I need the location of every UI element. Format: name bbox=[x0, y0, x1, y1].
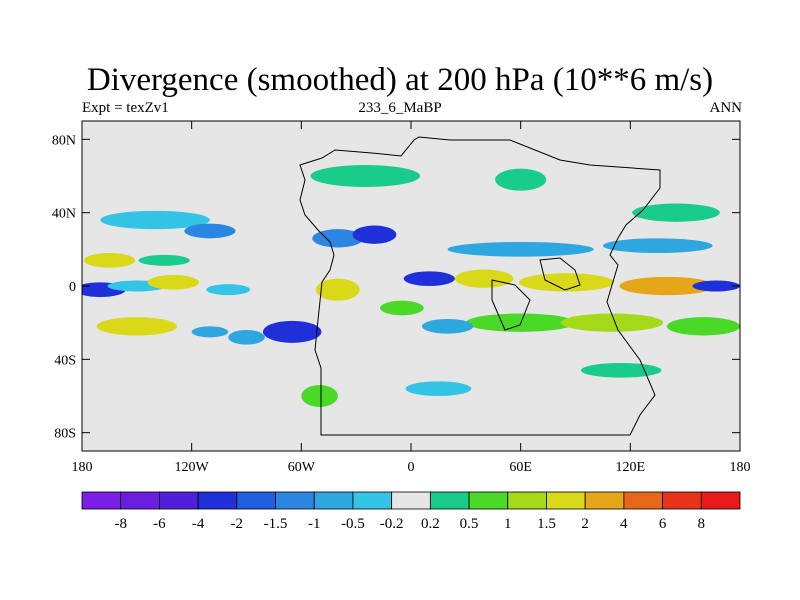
contour-cell-14 bbox=[403, 271, 455, 286]
contour-cell-32 bbox=[580, 363, 662, 378]
colorbar-label-9: 0.5 bbox=[460, 516, 479, 532]
experiment-label: Expt = texZv1 bbox=[82, 100, 169, 116]
x-tick-label-2: 60W bbox=[288, 460, 316, 475]
y-tick-label-2: 0 bbox=[69, 280, 76, 295]
colorbar-label-8: 0.2 bbox=[421, 516, 440, 532]
colorbar-swatch-0 bbox=[81, 491, 122, 510]
colorbar-label-1: -6 bbox=[153, 516, 166, 532]
season-label: ANN bbox=[709, 100, 743, 116]
contour-cell-5 bbox=[100, 210, 210, 230]
contour-cell-26 bbox=[421, 319, 474, 334]
x-tick-label-3: 0 bbox=[408, 460, 415, 475]
contour-cell-11 bbox=[228, 330, 265, 345]
colorbar-label-0: -8 bbox=[114, 516, 127, 532]
case-label: 233_6_MaBP bbox=[358, 100, 442, 116]
colorbar-swatch-10 bbox=[468, 491, 509, 510]
contour-cell-2 bbox=[147, 275, 199, 290]
colorbar-swatch-8 bbox=[391, 491, 431, 510]
contour-cell-19 bbox=[619, 276, 715, 296]
colorbar-swatch-7 bbox=[352, 491, 393, 510]
colorbar-label-4: -1.5 bbox=[264, 516, 288, 532]
contour-cell-25 bbox=[666, 317, 740, 336]
colorbar-swatch-11 bbox=[507, 491, 547, 510]
colorbar-label-12: 2 bbox=[581, 516, 589, 532]
colorbar-swatch-12 bbox=[546, 491, 586, 510]
colorbar-swatch-15 bbox=[662, 491, 702, 510]
contour-cell-27 bbox=[310, 165, 421, 187]
contour-cell-16 bbox=[379, 300, 424, 316]
colorbar-label-11: 1.5 bbox=[537, 516, 556, 532]
colorbar-swatch-6 bbox=[313, 491, 354, 510]
colorbar-swatch-5 bbox=[275, 491, 315, 510]
y-tick-label-4: 80S bbox=[54, 427, 76, 442]
colorbar-label-2: -4 bbox=[192, 516, 205, 532]
x-tick-label-5: 120E bbox=[616, 460, 646, 475]
contour-cell-8 bbox=[96, 317, 178, 336]
colorbar-label-3: -2 bbox=[231, 516, 244, 532]
continent-outline bbox=[299, 136, 661, 436]
x-tick-label-6: 180 bbox=[730, 460, 751, 475]
contour-cell-30 bbox=[301, 385, 338, 407]
colorbar: -8 -6 -4 -2 -1.5 -1 -0.5 -0.2 0.2 0.5 1 1.5 2 4 6 8 bbox=[81, 491, 741, 532]
contour-cell-31 bbox=[405, 381, 472, 396]
contour-cell-10 bbox=[262, 320, 322, 343]
colorbar-label-14: 6 bbox=[659, 516, 667, 532]
contour-cell-9 bbox=[191, 326, 229, 338]
colorbar-swatch-3 bbox=[197, 491, 238, 510]
colorbar-label-6: -0.5 bbox=[341, 516, 365, 532]
colorbar-swatch-2 bbox=[159, 491, 199, 510]
y-tick-label-0: 80N bbox=[52, 133, 76, 148]
x-tick-label-4: 60E bbox=[509, 460, 532, 475]
colorbar-swatch-1 bbox=[120, 491, 160, 510]
contour-cell-18 bbox=[518, 273, 614, 292]
colorbar-swatch-14 bbox=[623, 491, 663, 510]
colorbar-label-13: 4 bbox=[620, 516, 628, 532]
colorbar-label-5: -1 bbox=[308, 516, 321, 532]
colorbar-label-10: 1 bbox=[504, 516, 512, 532]
y-tick-label-1: 40N bbox=[52, 207, 76, 222]
colorbar-swatch-9 bbox=[429, 491, 470, 510]
colorbar-label-15: 8 bbox=[698, 516, 706, 532]
contour-cell-28 bbox=[495, 168, 547, 191]
chart-title: Divergence (smoothed) at 200 hPa (10**6 … bbox=[86, 62, 714, 98]
contour-cell-24 bbox=[560, 313, 664, 332]
colorbar-swatch-13 bbox=[584, 491, 625, 510]
colorbar-swatch-4 bbox=[236, 491, 276, 510]
contour-cell-3 bbox=[83, 253, 136, 268]
contour-layer bbox=[82, 165, 740, 407]
contour-cell-20 bbox=[692, 280, 740, 292]
contour-cell-4 bbox=[138, 254, 190, 266]
y-tick-label-3: 40S bbox=[54, 353, 76, 368]
contour-cell-29 bbox=[632, 203, 720, 222]
colorbar-swatch-16 bbox=[700, 491, 741, 510]
x-tick-label-0: 180 bbox=[72, 460, 93, 475]
contour-cell-21 bbox=[447, 242, 594, 257]
contour-cell-15 bbox=[315, 278, 360, 301]
contour-cell-6 bbox=[184, 223, 236, 239]
axes: 180 120W 60W 0 60E 120E 180 80N 40N 0 40S 80S bbox=[52, 121, 751, 475]
contour-cell-22 bbox=[602, 238, 713, 254]
contour-cell-17 bbox=[454, 269, 514, 288]
x-tick-label-1: 120W bbox=[175, 460, 210, 475]
contour-cell-13 bbox=[352, 225, 397, 244]
contour-cell-7 bbox=[206, 284, 251, 296]
colorbar-label-7: -0.2 bbox=[380, 516, 404, 532]
contour-cell-12 bbox=[312, 229, 364, 248]
